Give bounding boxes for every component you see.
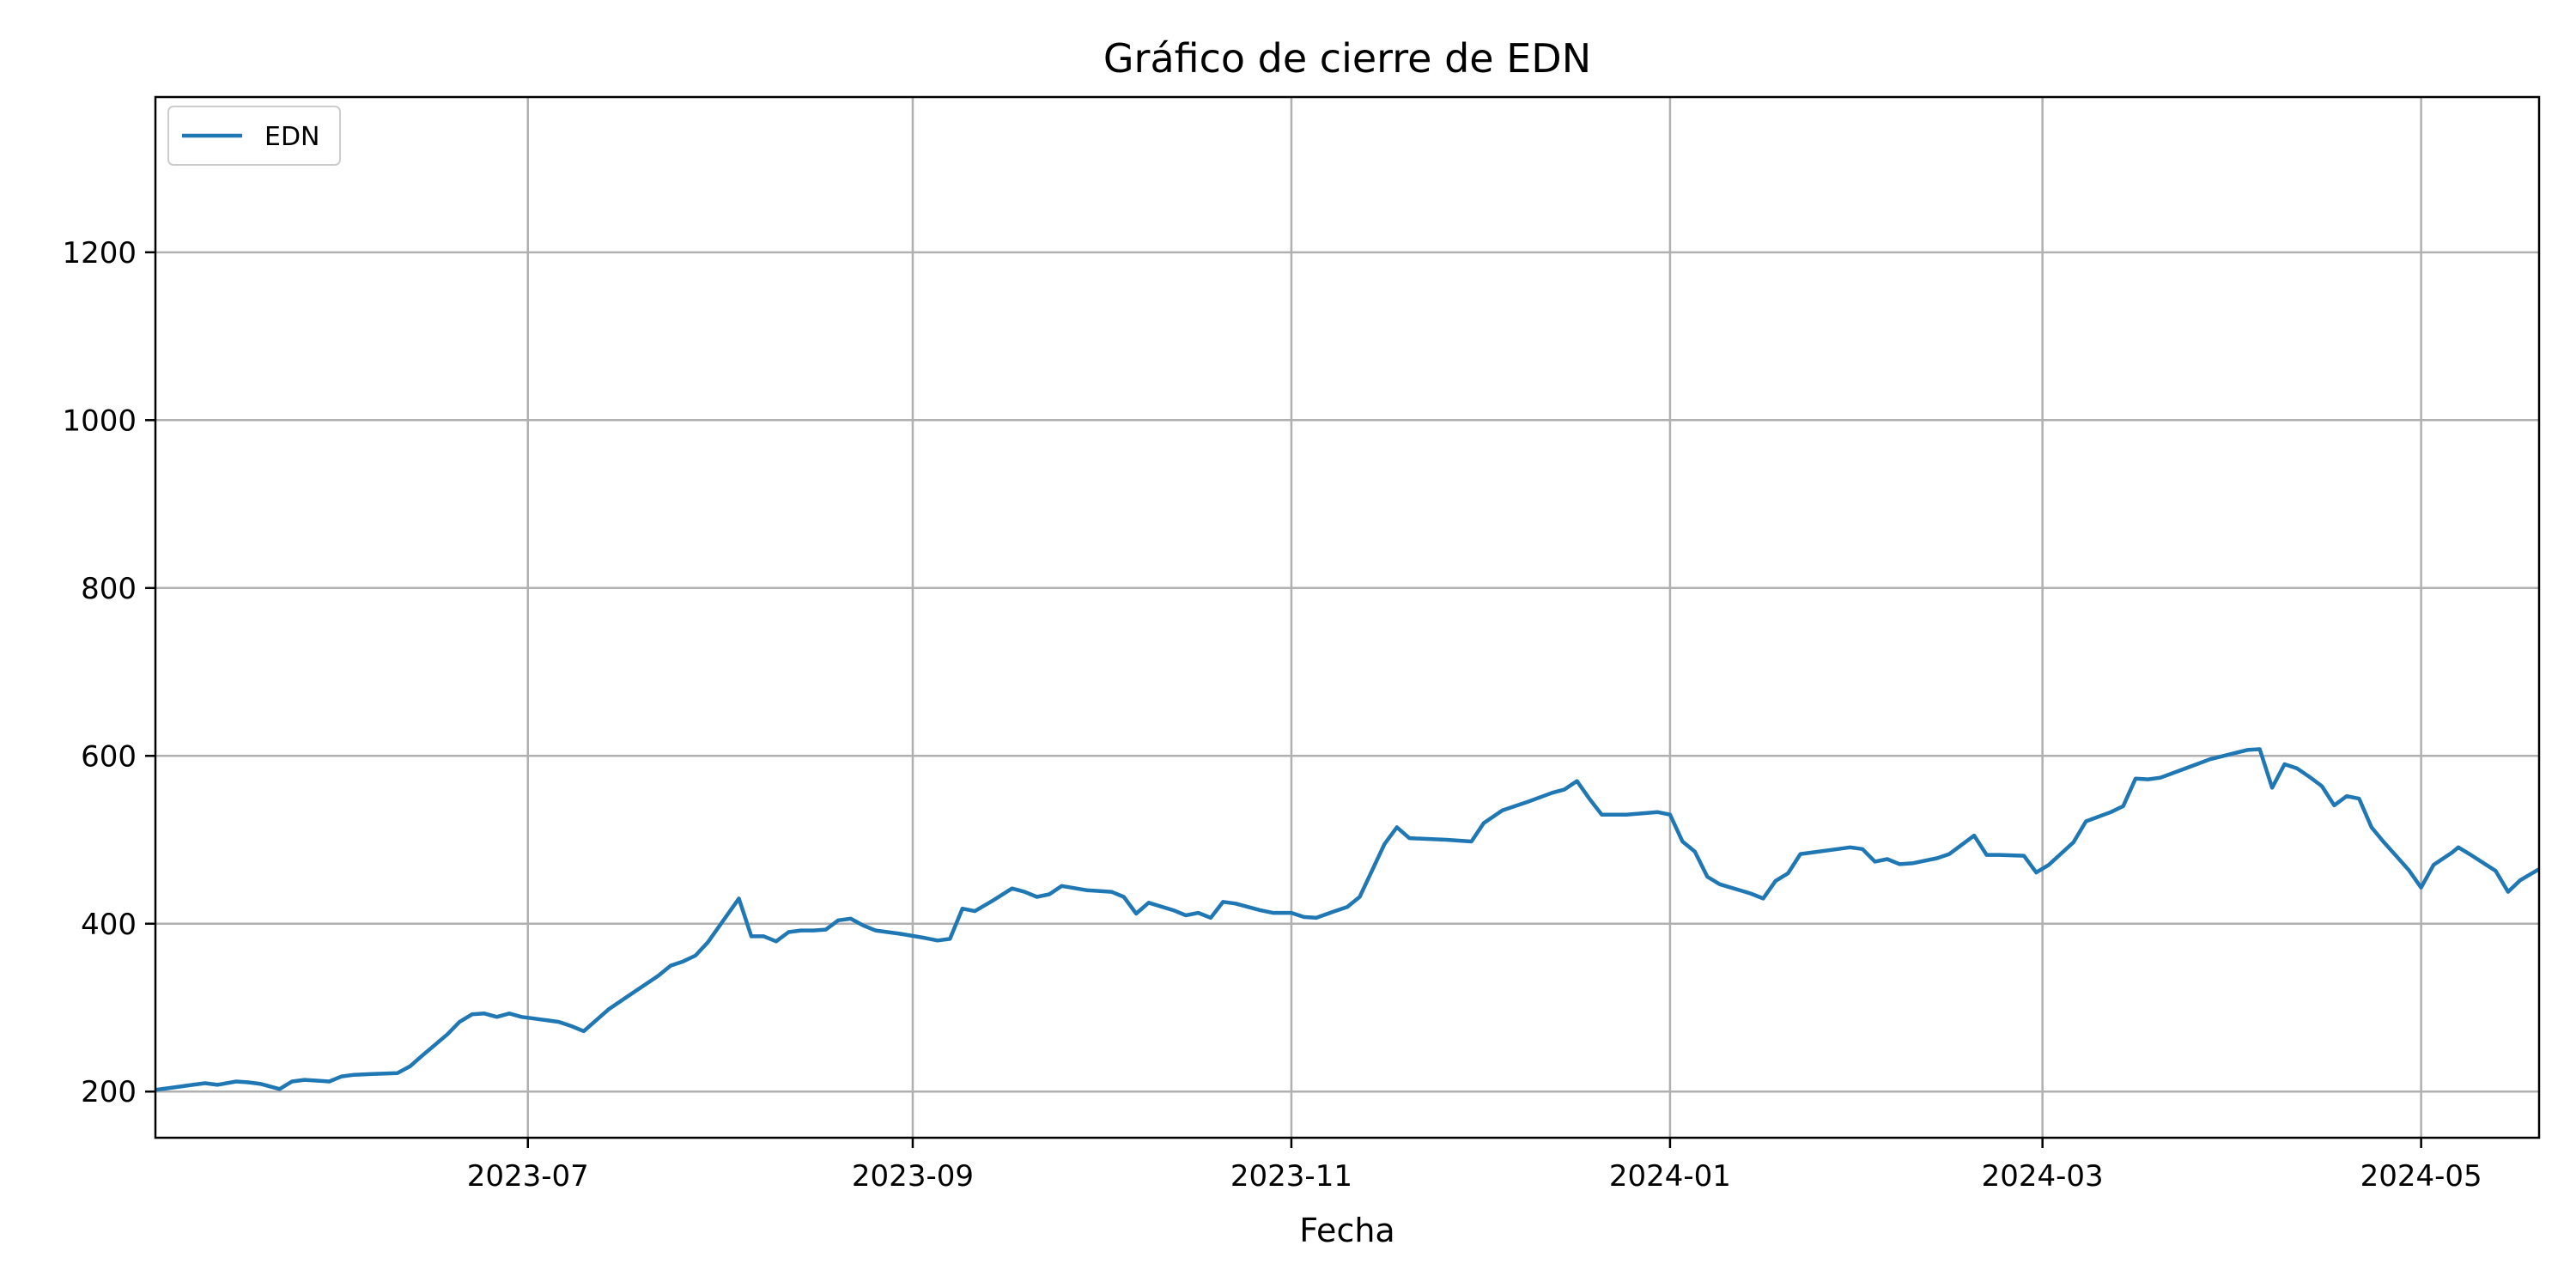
x-tick-label: 2023-09 [852,1159,974,1194]
x-tick-label: 2023-07 [467,1159,589,1194]
chart-title: Gráfico de cierre de EDN [1103,35,1591,82]
x-tick-label: 2024-05 [2360,1159,2482,1194]
axis-ticks: 2023-07 2023-09 2023-11 2024-01 2024-03 2024-… [62,236,2482,1194]
x-axis-label: Fecha [1299,1212,1394,1249]
y-tick-label: 600 [81,739,137,774]
grid [155,97,2539,1138]
y-tick-label: 1200 [62,236,137,270]
legend-box [167,106,341,166]
series-line-edn [155,747,2539,1092]
x-tick-label: 2023-11 [1230,1159,1352,1194]
plot-area-frame [154,95,2541,1139]
y-tick-label: 800 [81,572,137,606]
x-tick-label: 2024-01 [1609,1159,1731,1194]
y-tick-label: 200 [81,1075,137,1109]
y-tick-label: 1000 [62,404,137,438]
legend-label-edn: EDN [264,122,320,152]
y-tick-label: 400 [81,908,137,942]
legend: EDN [167,106,341,166]
x-tick-label: 2024-03 [1982,1159,2104,1194]
series-layer [155,747,2539,1092]
